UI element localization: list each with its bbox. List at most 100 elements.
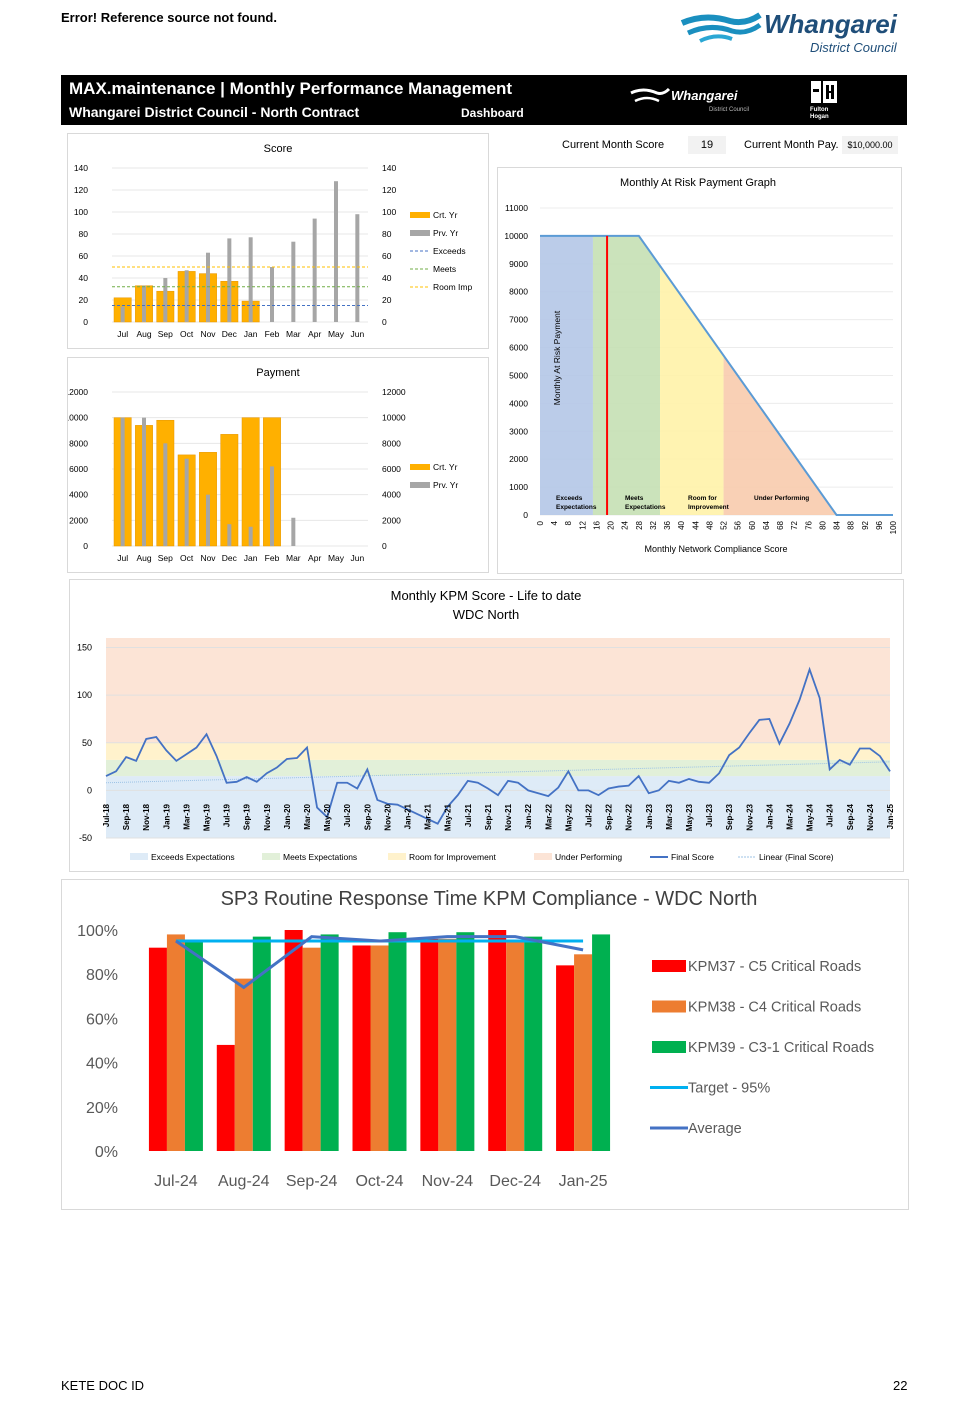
zone-area	[660, 265, 724, 515]
x-tick-label: 28	[635, 520, 644, 529]
x-tick-label: Jan	[244, 329, 258, 339]
y-tick-label-right: 6000	[382, 464, 401, 474]
bar-kpm37	[556, 965, 575, 1151]
zone-label: Expectations	[556, 504, 597, 511]
y-tick-label-left: 4000	[69, 490, 88, 500]
y-tick-label: 0%	[95, 1144, 118, 1161]
bar-prv-yr	[334, 181, 338, 322]
bar-prv-yr	[248, 526, 253, 546]
x-tick-label: Nov-22	[625, 803, 634, 830]
bar-prv-yr	[270, 267, 274, 322]
payment-chart-panel: Payment 0 0 2000 2000 4000 4000 6000 6000 8000 800…	[64, 357, 489, 573]
current-month-pay-label: Current Month Pay.	[744, 139, 839, 151]
x-tick-label: Jul-19	[223, 803, 232, 827]
x-tick-label: May	[328, 329, 345, 339]
y-tick-label-right: 20	[382, 295, 392, 305]
legend-swatch	[652, 1041, 686, 1053]
x-tick-label: Jan-21	[404, 803, 413, 829]
bar-kpm37	[488, 930, 507, 1151]
bar-prv-yr	[270, 466, 274, 546]
y-tick-label: 4000	[509, 398, 528, 408]
x-tick-label: Nov-24	[866, 803, 875, 830]
y-tick-label-right: 140	[382, 163, 396, 173]
footer-page-number: 22	[893, 1378, 908, 1393]
y-tick-label-left: 8000	[69, 438, 88, 448]
x-tick-label: May-24	[806, 803, 815, 831]
x-tick-label: 76	[804, 520, 813, 529]
y-tick-label-left: 20	[79, 295, 89, 305]
x-tick-label: Mar	[286, 553, 301, 563]
x-tick-label: Jul-21	[464, 803, 473, 827]
bar-kpm37	[352, 945, 371, 1151]
x-tick-label: Mar-19	[182, 803, 191, 829]
x-tick-label: Jul-18	[102, 803, 111, 827]
score-chart: Score 0 0 20 20 40 40 60 60 80 80 100 100 120 120 140 14…	[74, 143, 473, 339]
kpm-life-chart-panel: Monthly KPM Score - Life to date WDC Nort…	[69, 579, 904, 872]
x-tick-label: May-23	[685, 803, 694, 831]
bar-prv-yr	[184, 270, 189, 322]
x-tick-label: Mar-20	[303, 803, 312, 829]
x-tick-label: 72	[790, 520, 799, 529]
chart-subtitle: WDC North	[453, 607, 519, 622]
chart-title: Payment	[256, 367, 299, 379]
banner-title: MAX.maintenance | Monthly Performance Ma…	[69, 79, 513, 98]
bar-prv-yr	[291, 241, 296, 322]
x-tick-label: Jan-19	[162, 803, 171, 829]
y-tick-label-left: 12000	[68, 387, 88, 397]
bar-kpm37	[216, 1044, 235, 1151]
x-tick-label: Sep-20	[363, 803, 372, 830]
footer-doc-id: KETE DOC ID	[61, 1378, 145, 1393]
legend-swatch-crt	[410, 464, 430, 470]
x-tick-label: Jan-23	[645, 803, 654, 829]
y-tick-label: 5000	[509, 370, 528, 380]
bar-kpm38	[302, 947, 321, 1151]
x-tick-label: Jan-20	[283, 803, 292, 829]
score-chart-panel: Score 0 0 20 20 40 40 60 60 80 80 100 100 120 120 140 14…	[67, 133, 489, 349]
x-axis-label: Monthly Network Compliance Score	[644, 544, 787, 554]
x-tick-label: 68	[776, 520, 785, 529]
banner-tab: Dashboard	[461, 106, 524, 120]
x-tick-label: Oct-24	[355, 1173, 403, 1190]
y-tick-label: 6000	[509, 343, 528, 353]
y-tick-label: 100%	[77, 923, 118, 940]
y-tick-label: 7000	[509, 315, 528, 325]
bar-prv-yr	[120, 417, 125, 546]
x-tick-label: 20	[607, 520, 616, 529]
y-tick-label: 50	[82, 738, 92, 748]
score-band	[106, 776, 890, 838]
x-tick-label: Sep-24	[286, 1173, 338, 1190]
y-tick-label: 60%	[86, 1011, 118, 1028]
y-tick-label-left: 140	[74, 163, 88, 173]
x-tick-label: Mar-22	[544, 803, 553, 829]
y-tick-label-right: 0	[382, 317, 387, 327]
y-tick-label: 100	[77, 690, 92, 700]
x-tick-label: 96	[875, 520, 884, 529]
x-tick-label: Jul	[117, 553, 128, 563]
average-line	[175, 935, 584, 990]
x-tick-label: Nov-18	[142, 803, 151, 830]
trend-line	[105, 761, 891, 784]
legend-label: Exceeds Expectations	[151, 852, 235, 862]
x-tick-label: Sep	[158, 553, 173, 563]
legend-label: Average	[688, 1121, 742, 1137]
x-tick-label: Mar	[286, 329, 301, 339]
x-tick-label: Dec-24	[489, 1173, 541, 1190]
legend-label: Crt. Yr	[433, 462, 458, 472]
legend-swatch	[262, 853, 280, 860]
logo-main-text: Whangarei	[764, 9, 898, 39]
bar-kpm38	[574, 954, 593, 1151]
x-tick-label: Sep-19	[243, 803, 252, 830]
x-tick-label: 4	[550, 520, 559, 525]
fulton-hogan-logo: Fulton Hogan	[809, 79, 841, 121]
y-tick-label-right: 4000	[382, 490, 401, 500]
x-tick-label: May-21	[444, 803, 453, 831]
legend-label: KPM37 - C5 Critical Roads	[688, 959, 861, 975]
y-tick-label: 9000	[509, 259, 528, 269]
bar-prv-yr	[312, 218, 317, 322]
x-tick-label: 92	[861, 520, 870, 529]
x-tick-label: Aug	[136, 553, 151, 563]
y-tick-label: 8000	[509, 287, 528, 297]
x-tick-label: Nov-20	[383, 803, 392, 830]
y-tick-label-right: 10000	[382, 413, 406, 423]
x-tick-label: May	[328, 553, 345, 563]
